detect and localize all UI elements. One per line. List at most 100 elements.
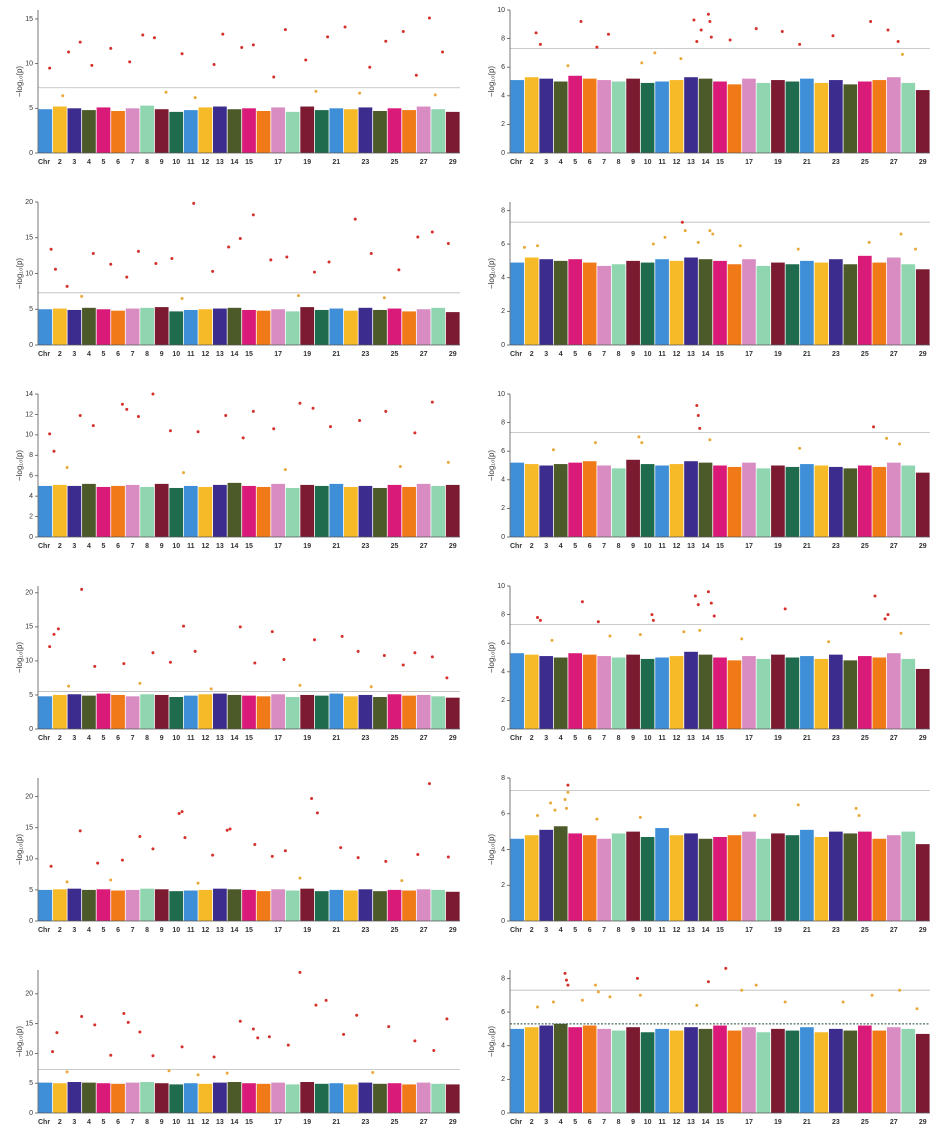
chromosome-bulk [698,838,713,921]
chromosome-bulk [52,889,67,921]
chromosome-bulk [154,889,169,921]
y-tick-label: 0 [501,918,505,925]
chromosome-bulk [742,656,756,729]
y-tick-label: 0 [29,342,33,349]
y-tick-label: 4 [501,477,505,484]
snp-point [267,1035,271,1039]
chromosome-bulk [524,835,539,921]
x-tick-label: 19 [774,1119,782,1126]
chromosome-bulk [125,696,140,729]
snp-point [579,19,583,23]
x-tick-label: 17 [745,159,753,166]
x-tick-label: 21 [332,351,340,358]
chromosome-bulk [727,466,742,537]
snp-point [256,1036,260,1040]
chromosome-bulk [154,483,169,537]
x-tick-label: 23 [832,927,840,934]
chromosome-bulk [756,468,771,537]
chromosome-bulk [539,829,554,921]
snp-point [841,1000,845,1004]
chromosome-bulk [582,262,597,345]
x-tick-label: 3 [72,543,76,550]
x-tick-label: 29 [919,927,927,934]
x-tick-label: 13 [687,927,695,934]
x-tick-label: Chr [38,351,50,358]
y-tick-label: 6 [501,640,505,647]
snp-point [61,94,65,98]
chromosome-bulk [785,81,800,153]
snp-point [651,618,655,622]
chromosome-bulk [140,1082,155,1113]
snp-point [886,613,890,617]
chromosome-bulk [539,1025,554,1113]
chromosome-bulk [713,1025,727,1113]
snp-point [563,797,567,801]
x-tick-label: 7 [602,927,606,934]
snp-point [441,50,445,54]
chromosome-bulk [285,111,300,153]
snp-point [696,603,700,607]
snp-point [446,460,450,464]
chromosome-bulk [52,106,67,153]
snp-point [298,876,302,880]
chromosome-bulk [227,1082,242,1113]
manhattan-plot: Chr 2 3 4 5 6 7 8 9 10 11 12 13 14 15 17 19 21 23 25 27 29051… [15,586,460,742]
chromosome-bulk [198,889,213,921]
x-tick-label: 27 [420,735,428,742]
manhattan-plot: Chr 2 3 4 5 6 7 8 9 10 11 12 13 14 15 17 19 21 23 25 27 29024… [487,966,930,1126]
chromosome-bulk [125,108,140,153]
x-tick-label: 19 [303,351,311,358]
snp-point [384,409,388,413]
chromosome-bulk [82,110,96,153]
x-tick-label: 8 [617,927,621,934]
chromosome-bulk [111,110,125,153]
snp-point [606,32,610,36]
snp-point [595,817,599,821]
chromosome-bulk [597,265,611,345]
x-tick-label: 7 [602,543,606,550]
chromosome-bulk [213,1082,227,1113]
snp-point [109,878,113,882]
snp-point [900,52,904,56]
snp-point [563,971,567,975]
snp-point [138,1030,142,1034]
y-tick-label: 10 [25,1050,33,1057]
chromosome-bulk [445,312,460,345]
chromosome-bulk [582,78,597,153]
chromosome-bulk [343,1084,358,1113]
x-tick-label: 13 [216,735,224,742]
x-tick-label: 27 [420,543,428,550]
chromosome-bulk [329,693,344,729]
x-tick-label: Chr [510,159,522,166]
y-tick-label: 5 [29,692,33,699]
x-tick-label: 25 [861,543,869,550]
chromosome-bulk [901,831,916,921]
chromosome-bulk [271,1082,285,1113]
chromosome-bulk [314,485,329,537]
chromosome-bulk [814,262,829,345]
chromosome-bulk [886,257,901,345]
snp-point [55,1031,59,1035]
snp-point [125,407,129,411]
snp-point [356,649,360,653]
x-tick-label: Chr [38,159,50,166]
x-tick-label: 19 [774,735,782,742]
chromosome-bulk [111,694,125,729]
snp-point [798,446,802,450]
x-tick-label: 6 [116,927,120,934]
x-tick-label: 12 [201,735,209,742]
snp-point [120,858,124,862]
chromosome-bulk [611,833,626,921]
x-tick-label: 2 [530,351,534,358]
chromosome-bulk [597,656,611,729]
chromosome-bulk [886,653,901,729]
chromosome-bulk [539,259,554,345]
snp-point [728,38,732,42]
x-tick-label: 21 [803,543,811,550]
snp-point [49,247,53,251]
snp-point [696,413,700,417]
y-tick-label: 0 [501,1110,505,1117]
chromosome-bulk [96,107,111,153]
snp-point [401,29,405,33]
snp-point [78,829,82,833]
